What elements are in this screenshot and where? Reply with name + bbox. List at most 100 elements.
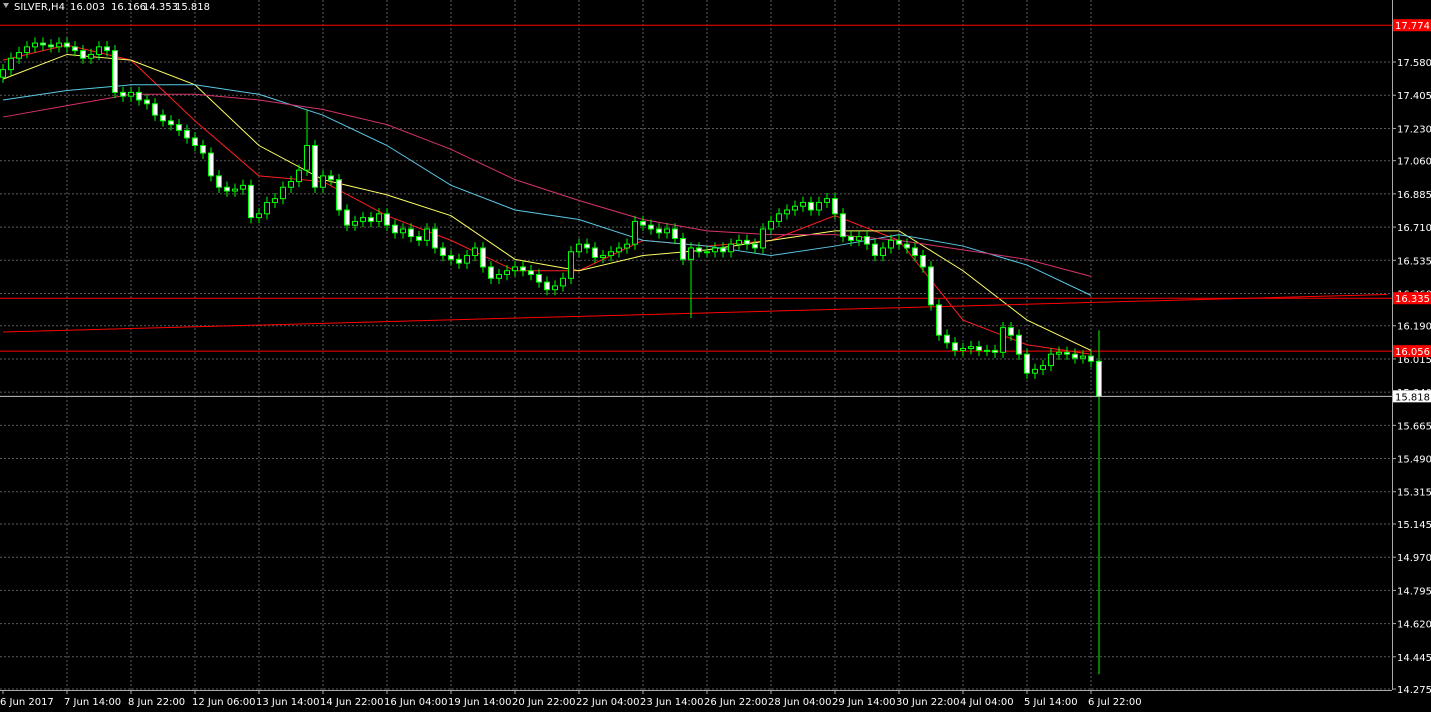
y-tick-label: 17.060: [1397, 157, 1431, 168]
x-tick-label: 8 Jun 22:00: [128, 697, 185, 708]
candle-body: [984, 349, 990, 352]
candle-body: [376, 213, 382, 222]
candle-body: [1008, 327, 1014, 336]
y-tick-label: 14.620: [1397, 620, 1431, 631]
candle-body: [312, 145, 318, 188]
candle-body: [880, 247, 886, 257]
candle-body: [976, 346, 982, 351]
candle-body: [1096, 360, 1102, 397]
candle-body: [72, 46, 78, 52]
candle-body: [720, 247, 726, 253]
candle-body: [96, 46, 102, 55]
candle-body: [240, 184, 246, 190]
moving-average: [2, 44, 1092, 355]
candle-body: [688, 247, 694, 260]
moving-average: [2, 93, 1092, 277]
candle-body: [864, 236, 870, 245]
header: SILVER,H4 16.003 16.166 14.353 15.818: [3, 2, 210, 13]
y-tick-label: 14.445: [1397, 653, 1431, 664]
candle-body: [912, 247, 918, 257]
level-label-box: [1393, 292, 1431, 305]
candle-body: [360, 217, 366, 222]
x-tick-label: 30 Jun 22:00: [896, 697, 960, 708]
candle-body: [1024, 353, 1030, 374]
candle-body: [1064, 351, 1070, 355]
x-tick-label: 7 Jun 14:00: [64, 697, 121, 708]
candle-body: [712, 247, 718, 253]
candle-body: [264, 201, 270, 215]
candle-body: [552, 285, 558, 291]
candle-body: [104, 46, 110, 52]
candle-body: [872, 243, 878, 257]
x-tick-label: 5 Jul 14:00: [1024, 697, 1078, 708]
candle-body: [192, 137, 198, 147]
candle-body: [160, 114, 166, 122]
candle-body: [800, 201, 806, 207]
candle-body: [208, 152, 214, 177]
candle-body: [848, 236, 854, 241]
candle-body: [504, 270, 510, 276]
candle-body: [944, 334, 950, 344]
candle-body: [920, 255, 926, 268]
candle-body: [416, 236, 422, 241]
moving-average: [2, 53, 1092, 351]
candle-body: [248, 184, 254, 219]
candle-body: [768, 220, 774, 230]
candle-body: [136, 91, 142, 101]
y-tick-label: 16.190: [1397, 322, 1431, 333]
candle-body: [16, 52, 22, 59]
header-open: 16.003: [70, 2, 105, 13]
candle-body: [232, 188, 238, 192]
candle-body: [216, 175, 222, 188]
candle-body: [584, 243, 590, 249]
candle-body: [1016, 334, 1022, 355]
candle-body: [576, 243, 582, 253]
candle-body: [272, 198, 278, 203]
candle-body: [592, 247, 598, 258]
chart-title: SILVER,H4: [14, 2, 65, 13]
candle-body: [112, 50, 118, 93]
y-tick-label: 15.315: [1397, 488, 1431, 499]
y-tick-label: 16.015: [1397, 355, 1431, 366]
x-tick-label: 23 Jun 14:00: [640, 697, 704, 708]
x-tick-label: 4 Jul 04:00: [960, 697, 1014, 708]
candle-body: [176, 124, 182, 131]
candle-body: [616, 247, 622, 253]
plot: [0, 24, 1392, 675]
y-tick-label: 17.580: [1397, 58, 1431, 69]
candle-body: [896, 239, 902, 245]
y-tick-label: 16.710: [1397, 223, 1431, 234]
grid: [0, 0, 1392, 690]
x-tick-label: 29 Jun 14:00: [832, 697, 896, 708]
candle-body: [936, 304, 942, 336]
candle-body: [328, 175, 334, 181]
candle-body: [888, 239, 894, 249]
candle-body: [672, 228, 678, 239]
axes: 17.580 17.405 17.230 17.060 16.885 16.710 16.5…: [0, 19, 1431, 708]
y-tick-label: 14.970: [1397, 553, 1431, 564]
x-tick-label: 26 Jun 22:00: [704, 697, 768, 708]
candle-body: [128, 91, 134, 97]
level-label-box: [1393, 345, 1431, 358]
candle-body: [968, 346, 974, 350]
y-tick-label: 14.795: [1397, 586, 1431, 597]
candle-body: [304, 145, 310, 171]
candle-body: [456, 258, 462, 264]
candle-body: [560, 277, 566, 287]
candle-body: [432, 228, 438, 249]
candle-body: [440, 247, 446, 257]
candle-body: [568, 251, 574, 279]
candle-body: [256, 213, 262, 219]
candle-body: [744, 239, 750, 245]
x-tick-label: 22 Jun 04:00: [576, 697, 640, 708]
candle-body: [200, 145, 206, 154]
candle-body: [600, 255, 606, 258]
candle-body: [400, 228, 406, 234]
header-low: 14.353: [143, 2, 178, 13]
x-tick-label: 6 Jul 22:00: [1088, 697, 1142, 708]
candle-body: [320, 175, 326, 188]
candle-body: [392, 224, 398, 234]
candle-body: [480, 247, 486, 268]
